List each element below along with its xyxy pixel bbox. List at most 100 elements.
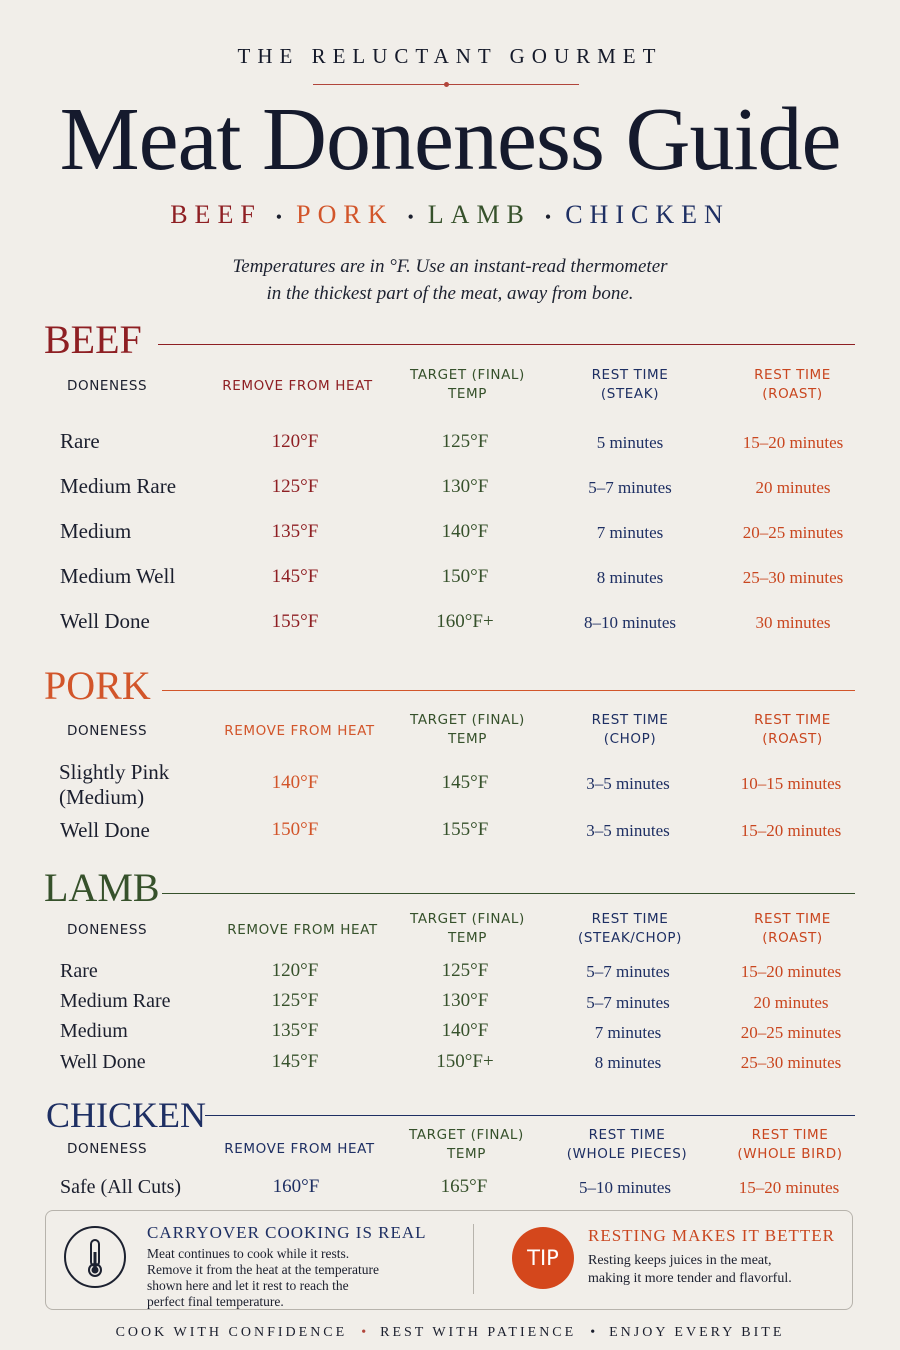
table-cell-rest-a: 5–10 minutes (578, 1178, 672, 1197)
header-rest-roast: REST TIME (ROAST) (720, 910, 865, 948)
header-line: TEMP (448, 930, 487, 946)
header-target-temp: TARGET (FINAL) TEMP (395, 910, 540, 948)
table-cell-rest-a: 5–7 minutes (586, 962, 670, 981)
header-rest-roast: REST TIME (ROAST) (720, 711, 865, 749)
header-line: REST TIME (591, 712, 669, 728)
table-cell-target: 165°F (440, 1176, 488, 1197)
section-title-chicken: CHICKEN (46, 1095, 206, 1135)
header-line: (ROAST) (762, 930, 823, 946)
table-row-name: Medium Rare (60, 474, 177, 498)
header-line: (STEAK/CHOP) (577, 930, 683, 946)
table-cell-rest-a: 5–7 minutes (586, 993, 670, 1012)
meat-lamb: LAMB (427, 200, 531, 229)
table-row-name: Safe (All Cuts) (60, 1176, 182, 1198)
tip-line: Resting keeps juices in the meat, (588, 1253, 772, 1268)
table-cell-remove: 140°F (271, 772, 319, 793)
table-cell-target: 160°F+ (436, 611, 494, 632)
table-cell-rest-a: 3–5 minutes (586, 821, 670, 840)
carryover-text: Meat continues to cook while it rests. R… (147, 1246, 457, 1310)
info-box-divider (473, 1224, 474, 1294)
table-cell-rest-a: 7 minutes (596, 523, 664, 542)
header-remove-from-heat: REMOVE FROM HEAT (227, 922, 378, 938)
section-title-lamb: LAMB (44, 865, 160, 910)
table-cell-rest-b: 25–30 minutes (740, 1053, 842, 1072)
carryover-line: Meat continues to cook while it rests. (147, 1246, 350, 1261)
carryover-line: Remove it from the heat at the temperatu… (147, 1262, 380, 1277)
header-line: TEMP (447, 1146, 486, 1162)
table-cell-target: 155°F (441, 819, 489, 840)
header-line: (CHOP) (603, 731, 657, 747)
footer-tagline: COOK WITH CONFIDENCE • REST WITH PATIENCE •… (0, 1325, 900, 1341)
table-row-name: Well Done (60, 1051, 146, 1073)
meat-beef: BEEF (170, 200, 262, 229)
separator-dot: • (407, 206, 414, 227)
header-line: TARGET (FINAL) (410, 911, 525, 927)
header-target-temp: TARGET (FINAL) TEMP (395, 711, 540, 749)
header-target-temp: TARGET (FINAL) TEMP (394, 1126, 539, 1164)
table-cell-rest-a: 8 minutes (594, 1053, 662, 1072)
table-row-name: Rare (60, 960, 98, 982)
table-cell-rest-b: 20–25 minutes (742, 523, 844, 542)
table-cell-rest-b: 20 minutes (755, 478, 831, 497)
header-line: REST TIME (591, 367, 669, 383)
section-rule-lamb (162, 893, 855, 894)
footer-item: REST WITH PATIENCE (380, 1325, 577, 1340)
table-cell-rest-a: 3–5 minutes (586, 774, 670, 793)
intro-line: in the thickest part of the meat, away f… (266, 283, 634, 304)
table-row-name: Medium (60, 519, 132, 543)
header-doneness: DONENESS (67, 1141, 148, 1157)
table-cell-remove: 145°F (271, 1051, 319, 1072)
header-line: (ROAST) (762, 386, 823, 402)
table-cell-remove: 125°F (271, 476, 319, 497)
table-cell-remove: 150°F (271, 819, 319, 840)
table-cell-rest-a: 5–7 minutes (588, 478, 672, 497)
table-cell-rest-b: 15–20 minutes (740, 962, 842, 981)
header-remove-from-heat: REMOVE FROM HEAT (224, 723, 375, 739)
table-row-name: Rare (60, 429, 100, 453)
tip-line: making it more tender and flavorful. (588, 1271, 792, 1286)
header-line: (WHOLE BIRD) (737, 1146, 843, 1162)
meat-chicken: CHICKEN (565, 200, 730, 229)
separator-dot: • (275, 206, 283, 227)
header-line: TEMP (448, 731, 487, 747)
table-cell-rest-a: 8 minutes (596, 568, 664, 587)
table-cell-target: 150°F (441, 566, 489, 587)
footer-item: COOK WITH CONFIDENCE (115, 1325, 348, 1340)
table-cell-remove: 120°F (271, 431, 319, 452)
table-cell-rest-b: 25–30 minutes (742, 568, 844, 587)
header-line: REST TIME (591, 911, 669, 927)
table-cell-rest-b: 15–20 minutes (738, 1178, 840, 1197)
table-row-name: Medium Rare (60, 990, 171, 1012)
header-rest-whole-pieces: REST TIME (WHOLE PIECES) (552, 1126, 702, 1164)
carryover-heading: CARRYOVER COOKING IS REAL (147, 1223, 427, 1242)
header-target-temp: TARGET (FINAL) TEMP (395, 366, 540, 404)
header-doneness: DONENESS (67, 378, 148, 394)
header-line: (WHOLE PIECES) (566, 1146, 688, 1162)
table-cell-remove: 155°F (271, 611, 319, 632)
table-row-name: Medium (60, 1020, 128, 1042)
header-line: REST TIME (754, 712, 831, 728)
header-rest-roast: REST TIME (ROAST) (720, 366, 865, 404)
separator-dot: • (361, 1325, 367, 1340)
table-row-name-sub: (Medium) (59, 785, 145, 809)
header-line: REST TIME (751, 1127, 829, 1143)
table-cell-remove: 145°F (271, 566, 319, 587)
tip-heading: RESTING MAKES IT BETTER (588, 1226, 835, 1245)
brand-divider-dot (444, 82, 449, 87)
table-cell-remove: 135°F (271, 521, 319, 542)
header-line: TARGET (FINAL) (409, 1127, 524, 1143)
table-cell-rest-a: 8–10 minutes (583, 613, 677, 632)
section-rule-chicken (205, 1115, 855, 1116)
table-cell-rest-b: 20–25 minutes (740, 1023, 842, 1042)
table-cell-rest-b: 30 minutes (755, 613, 831, 632)
table-cell-remove: 120°F (271, 960, 319, 981)
header-line: (STEAK) (600, 386, 660, 402)
table-cell-target: 130°F (441, 990, 489, 1011)
table-cell-remove: 135°F (271, 1020, 319, 1041)
table-cell-target: 150°F+ (436, 1051, 494, 1072)
header-rest-chop: REST TIME (CHOP) (560, 711, 700, 749)
header-doneness: DONENESS (67, 723, 148, 739)
table-row-name: Well Done (60, 609, 150, 633)
separator-dot: • (544, 206, 552, 227)
table-cell-rest-b: 15–20 minutes (742, 433, 844, 452)
